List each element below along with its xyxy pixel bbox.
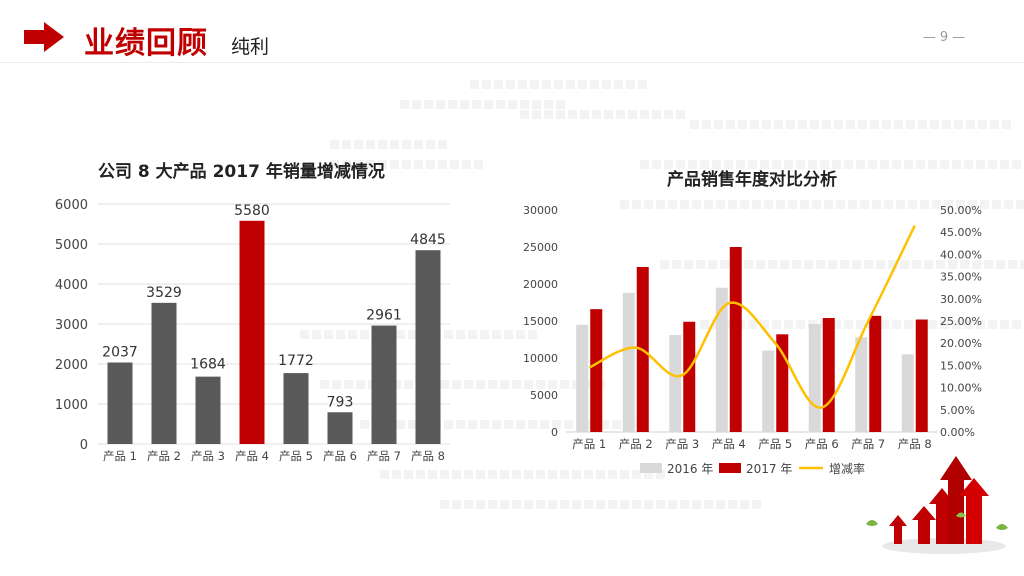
chart2-y-tick: 0 xyxy=(551,426,558,439)
chart1-category-label: 产品 5 xyxy=(279,449,313,463)
growth-arrows-decoration xyxy=(866,456,1008,554)
chart2-y2-tick: 45.00% xyxy=(940,226,982,239)
legend-swatch-2016 xyxy=(640,463,662,473)
chart1-bar xyxy=(327,412,353,444)
chart1-data-label: 1772 xyxy=(278,353,314,369)
chart2-bar-2016 xyxy=(622,292,635,432)
chart2-y-tick: 10000 xyxy=(523,352,558,365)
chart1-category-label: 产品 3 xyxy=(191,449,225,463)
chart2-category-label: 产品 2 xyxy=(619,437,653,451)
chart2-bar-2017 xyxy=(822,318,835,432)
chart1-category-label: 产品 8 xyxy=(411,449,445,463)
chart2-bar-2016 xyxy=(808,323,821,432)
chart2-bar-2017 xyxy=(590,309,603,432)
chart1-data-label: 1684 xyxy=(190,357,226,373)
chart1-bar xyxy=(195,376,221,444)
chart2-y2-tick: 15.00% xyxy=(940,359,982,372)
chart2-legend: 2016 年 2017 年 增减率 xyxy=(640,461,865,476)
chart1-bar xyxy=(107,362,133,444)
chart1-data-label: 3529 xyxy=(146,285,182,301)
page-title: 业绩回顾 xyxy=(84,26,208,61)
chart1-data-label: 5580 xyxy=(234,203,270,219)
chart2-category-label: 产品 1 xyxy=(572,437,606,451)
chart1-data-label: 793 xyxy=(327,394,354,410)
chart2-y-tick: 5000 xyxy=(530,389,558,402)
chart1-y-tick: 1000 xyxy=(55,398,88,413)
chart2-y-tick: 30000 xyxy=(523,204,558,217)
page-number: — 9 — xyxy=(922,30,966,45)
chart2-category-label: 产品 7 xyxy=(851,437,885,451)
chart2-category-label: 产品 5 xyxy=(758,437,792,451)
chart2-y2-tick: 25.00% xyxy=(940,315,982,328)
chart2-bar-2016 xyxy=(901,354,914,432)
chart2-y-tick: 20000 xyxy=(523,278,558,291)
chart1-bar xyxy=(371,325,397,444)
header-divider xyxy=(0,62,1024,63)
chart2-y2-tick: 20.00% xyxy=(940,337,982,350)
chart2-bar-2017 xyxy=(915,319,928,432)
chart1-y-tick: 4000 xyxy=(55,278,88,293)
chart2-category-label: 产品 3 xyxy=(665,437,699,451)
chart1-y-tick: 2000 xyxy=(55,358,88,373)
chart2-growth-rate-line xyxy=(588,224,916,409)
chart1-category-label: 产品 1 xyxy=(103,449,137,463)
chart2-y2-tick: 40.00% xyxy=(940,248,982,261)
page-subtitle: 纯利 xyxy=(231,36,270,58)
chart1-data-label: 2037 xyxy=(102,345,138,361)
chart1-y-tick: 3000 xyxy=(55,318,88,333)
chart2-y2-tick: 30.00% xyxy=(940,293,982,306)
chart2-y2-tick: 35.00% xyxy=(940,271,982,284)
legend-label-2016: 2016 年 xyxy=(667,462,713,476)
chart2-bar-2017 xyxy=(729,247,742,432)
chart1-y-tick: 0 xyxy=(80,438,88,453)
chart1-category-label: 产品 4 xyxy=(235,449,269,463)
chart2-title: 产品销售年度对比分析 xyxy=(667,169,837,190)
chart1-data-label: 4845 xyxy=(410,232,446,248)
chart2-bar-2017 xyxy=(869,315,882,432)
chart2-category-label: 产品 4 xyxy=(712,437,746,451)
chart1-y-tick: 6000 xyxy=(55,198,88,213)
chart1-title: 公司 8 大产品 2017 年销量增减情况 xyxy=(98,161,385,182)
chart2-y2-tick: 5.00% xyxy=(940,404,975,417)
chart1-bar xyxy=(239,220,265,444)
legend-label-2017: 2017 年 xyxy=(746,462,792,476)
chart2-bar-2016 xyxy=(669,335,682,432)
chart2-bar-2016 xyxy=(576,324,589,432)
chart1-bar xyxy=(283,373,309,444)
chart2-category-label: 产品 8 xyxy=(898,437,932,451)
legend-label-rate: 增减率 xyxy=(829,461,865,476)
chart2-y2-tick: 50.00% xyxy=(940,204,982,217)
chart2-y-tick: 15000 xyxy=(523,315,558,328)
chart2-y-tick: 25000 xyxy=(523,241,558,254)
chart2-bar-2016 xyxy=(762,350,775,432)
arrow-icon xyxy=(24,22,64,52)
chart1-category-label: 产品 6 xyxy=(323,449,357,463)
chart2-category-label: 产品 6 xyxy=(805,437,839,451)
chart1-bar xyxy=(151,302,177,444)
chart1-category-label: 产品 2 xyxy=(147,449,181,463)
chart2-bar-2017 xyxy=(683,321,696,432)
chart2-bar-2016 xyxy=(855,337,868,432)
chart1-y-tick: 5000 xyxy=(55,238,88,253)
chart2-y2-tick: 10.00% xyxy=(940,382,982,395)
chart1-bar xyxy=(415,250,441,444)
chart2-bar-2016 xyxy=(715,287,728,432)
legend-swatch-2017 xyxy=(719,463,741,473)
chart1-category-label: 产品 7 xyxy=(367,449,401,463)
chart2-y2-tick: 0.00% xyxy=(940,426,975,439)
chart1-data-label: 2961 xyxy=(366,308,402,324)
